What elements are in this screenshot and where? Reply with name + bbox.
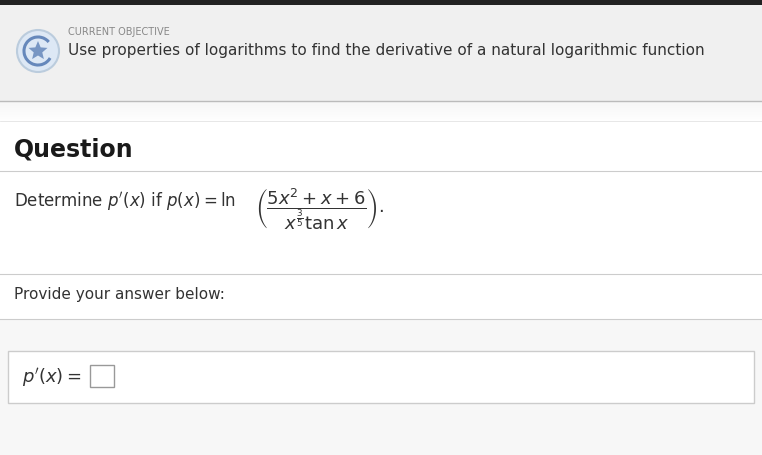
Bar [0, 112, 762, 113]
Bar [90, 365, 114, 387]
Bar [8, 351, 754, 403]
Bar [0, 115, 762, 116]
Bar [0, 109, 762, 110]
Bar [0, 6, 762, 102]
Text: CURRENT OBJECTIVE: CURRENT OBJECTIVE [68, 27, 170, 37]
Bar [0, 102, 762, 103]
Bar [0, 120, 762, 121]
Bar [0, 0, 762, 6]
Text: Question: Question [14, 138, 133, 162]
Bar [0, 111, 762, 112]
Bar [0, 121, 762, 122]
Bar [0, 104, 762, 105]
Bar [0, 116, 762, 117]
Bar [0, 118, 762, 119]
Text: $\left( \dfrac{5x^2+x+6}{x^{\frac{3}{5}}\tan x} \right).$: $\left( \dfrac{5x^2+x+6}{x^{\frac{3}{5}}… [255, 186, 385, 231]
Circle shape [17, 31, 59, 73]
Bar [0, 110, 762, 111]
Bar [0, 113, 762, 114]
Bar [0, 319, 762, 455]
Bar [0, 106, 762, 107]
Bar [0, 119, 762, 120]
Polygon shape [28, 42, 47, 60]
Bar [0, 108, 762, 109]
Bar [0, 114, 762, 115]
Bar [0, 117, 762, 118]
Text: Use properties of logarithms to find the derivative of a natural logarithmic fun: Use properties of logarithms to find the… [68, 43, 705, 58]
Bar [0, 107, 762, 108]
Bar [0, 102, 762, 455]
Text: $p'(x) =$: $p'(x) =$ [22, 365, 82, 388]
Bar [0, 105, 762, 106]
Text: Provide your answer below:: Provide your answer below: [14, 286, 225, 301]
Text: Determine $p'(x)$ if $p(x) = \ln$: Determine $p'(x)$ if $p(x) = \ln$ [14, 190, 236, 212]
Bar [0, 103, 762, 104]
